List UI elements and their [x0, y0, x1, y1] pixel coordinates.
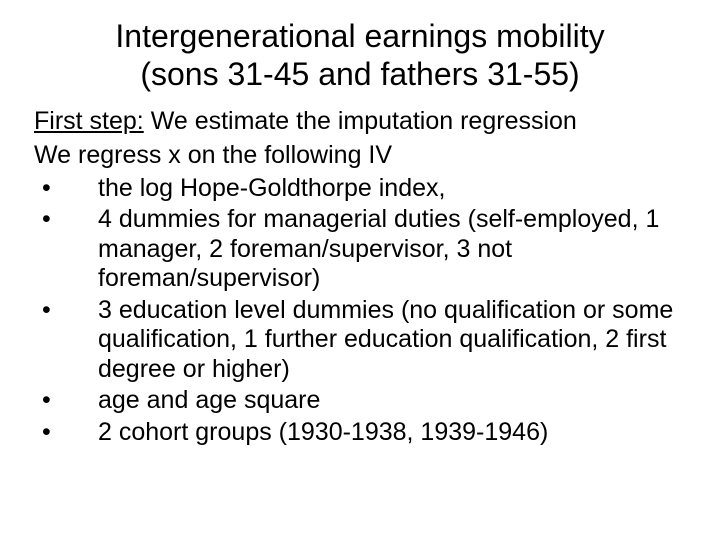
title-line-2: (sons 31-45 and fathers 31-55) [140, 56, 579, 92]
bullet-icon: • [34, 205, 98, 235]
bullet-icon: • [34, 386, 98, 416]
bullet-text: age and age square [98, 386, 320, 414]
list-item: •3 education level dummies (no qualifica… [34, 296, 686, 385]
intro-rest: We estimate the imputation regression [144, 107, 577, 135]
list-item: •4 dummies for managerial duties (self-e… [34, 205, 686, 294]
intro-label: First step: [34, 107, 144, 135]
slide: Intergenerational earnings mobility (son… [0, 0, 720, 540]
list-item: •age and age square [34, 386, 686, 416]
bullet-icon: • [34, 296, 98, 326]
bullet-icon: • [34, 174, 98, 204]
bullet-text: 3 education level dummies (no qualificat… [98, 296, 673, 383]
intro-line-1: First step: We estimate the imputation r… [34, 106, 686, 136]
slide-title: Intergenerational earnings mobility (son… [34, 18, 686, 94]
list-item: •the log Hope-Goldthorpe index, [34, 174, 686, 204]
title-line-1: Intergenerational earnings mobility [115, 18, 604, 54]
bullet-list: •the log Hope-Goldthorpe index, •4 dummi… [34, 174, 686, 448]
bullet-text: 2 cohort groups (1930-1938, 1939-1946) [98, 418, 548, 446]
intro-line-2: We regress x on the following IV [34, 140, 686, 170]
list-item: •2 cohort groups (1930-1938, 1939-1946) [34, 418, 686, 448]
bullet-text: 4 dummies for managerial duties (self-em… [98, 205, 659, 292]
bullet-text: the log Hope-Goldthorpe index, [98, 174, 445, 202]
bullet-icon: • [34, 418, 98, 448]
